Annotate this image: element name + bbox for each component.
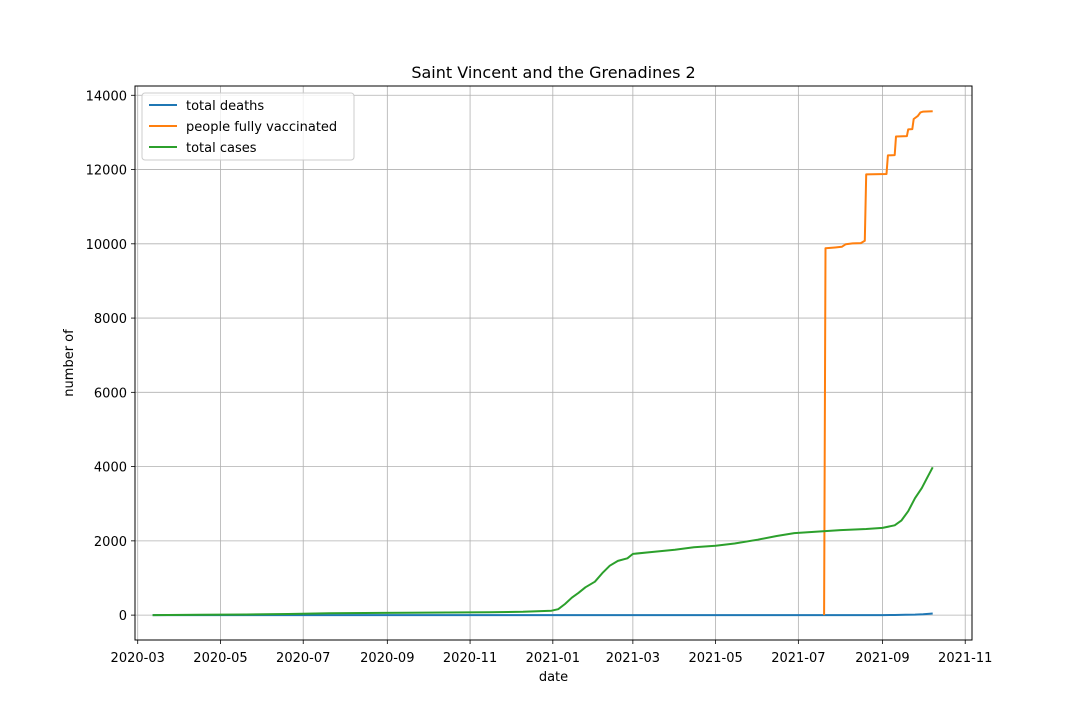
x-tick-label: 2021-09 [855, 651, 909, 666]
x-tick-label: 2021-07 [771, 651, 825, 666]
y-tick-label: 14000 [86, 89, 127, 104]
plot-frame [134, 85, 973, 641]
ticks: 2020-03 2020-05 2020-07 2020-09 2020-11 2021-… [86, 89, 993, 666]
y-tick-label: 6000 [94, 386, 127, 401]
legend-label-total-cases: total cases [186, 141, 257, 156]
x-tick-label: 2020-03 [111, 651, 165, 666]
series-line-total-cases [152, 466, 934, 617]
legend-label-total-deaths: total deaths [186, 99, 264, 114]
legend: total deaths people fully vaccinated tot… [141, 92, 355, 161]
x-tick-label: 2020-09 [360, 651, 414, 666]
series-line-total-deaths [152, 612, 933, 617]
legend-box [141, 92, 355, 161]
chart-title: Saint Vincent and the Grenadines 2 [411, 63, 695, 82]
y-tick-label: 2000 [94, 535, 127, 550]
y-axis-label: number of [62, 329, 77, 397]
y-tick-label: 0 [119, 609, 127, 624]
y-tick-label: 4000 [94, 461, 127, 476]
series-layer [152, 110, 934, 617]
series-line-people-fully-vaccinated [823, 110, 933, 616]
x-tick-label: 2021-01 [526, 651, 580, 666]
grid [135, 86, 972, 640]
x-tick-label: 2020-11 [443, 651, 497, 666]
y-tick-label: 8000 [94, 312, 127, 327]
x-axis-label: date [539, 670, 568, 685]
y-tick-label: 10000 [86, 238, 127, 253]
x-tick-label: 2020-05 [193, 651, 247, 666]
x-tick-label: 2021-11 [938, 651, 992, 666]
y-tick-label: 12000 [86, 164, 127, 179]
legend-label-people-fully-vaccinated: people fully vaccinated [186, 120, 337, 135]
x-tick-label: 2021-03 [606, 651, 660, 666]
x-tick-label: 2020-07 [276, 651, 330, 666]
x-tick-label: 2021-05 [688, 651, 742, 666]
